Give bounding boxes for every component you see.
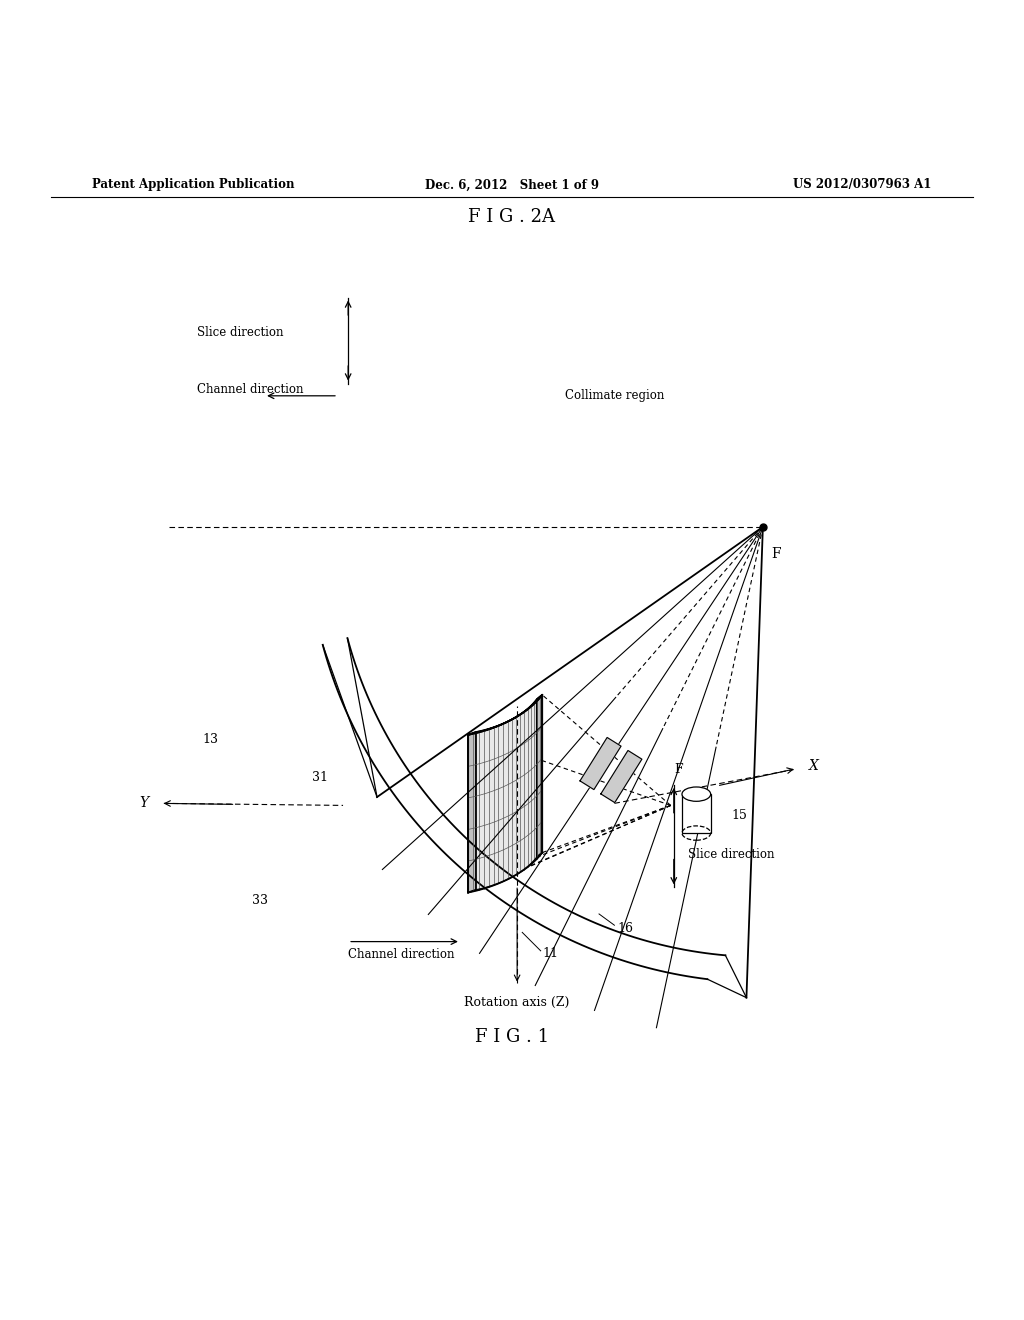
Polygon shape — [468, 733, 476, 892]
Text: Collimate region: Collimate region — [565, 389, 665, 403]
Text: 33: 33 — [252, 894, 268, 907]
Bar — [682, 795, 711, 833]
Text: F: F — [771, 548, 780, 561]
Ellipse shape — [682, 787, 711, 801]
Text: Channel direction: Channel direction — [348, 948, 455, 961]
Text: 15: 15 — [731, 809, 748, 822]
Text: 31: 31 — [312, 771, 329, 784]
Polygon shape — [468, 694, 543, 735]
Text: Slice direction: Slice direction — [197, 326, 283, 339]
Polygon shape — [468, 694, 543, 892]
Text: 11: 11 — [543, 948, 559, 961]
Text: F I G . 2A: F I G . 2A — [469, 207, 555, 226]
Text: Channel direction: Channel direction — [197, 383, 303, 396]
Polygon shape — [580, 738, 621, 789]
Text: US 2012/0307963 A1: US 2012/0307963 A1 — [794, 178, 932, 191]
Text: F I G . 1: F I G . 1 — [475, 1028, 549, 1045]
Text: X: X — [809, 759, 819, 774]
Text: Y: Y — [139, 796, 148, 810]
Text: Patent Application Publication: Patent Application Publication — [92, 178, 295, 191]
Text: 13: 13 — [203, 734, 219, 746]
Polygon shape — [537, 694, 543, 857]
Text: Dec. 6, 2012   Sheet 1 of 9: Dec. 6, 2012 Sheet 1 of 9 — [425, 178, 599, 191]
Text: Slice direction: Slice direction — [688, 847, 774, 861]
Text: Rotation axis (Z): Rotation axis (Z) — [465, 995, 569, 1008]
Text: 16: 16 — [617, 921, 634, 935]
Text: F: F — [674, 763, 682, 776]
Polygon shape — [601, 751, 642, 803]
